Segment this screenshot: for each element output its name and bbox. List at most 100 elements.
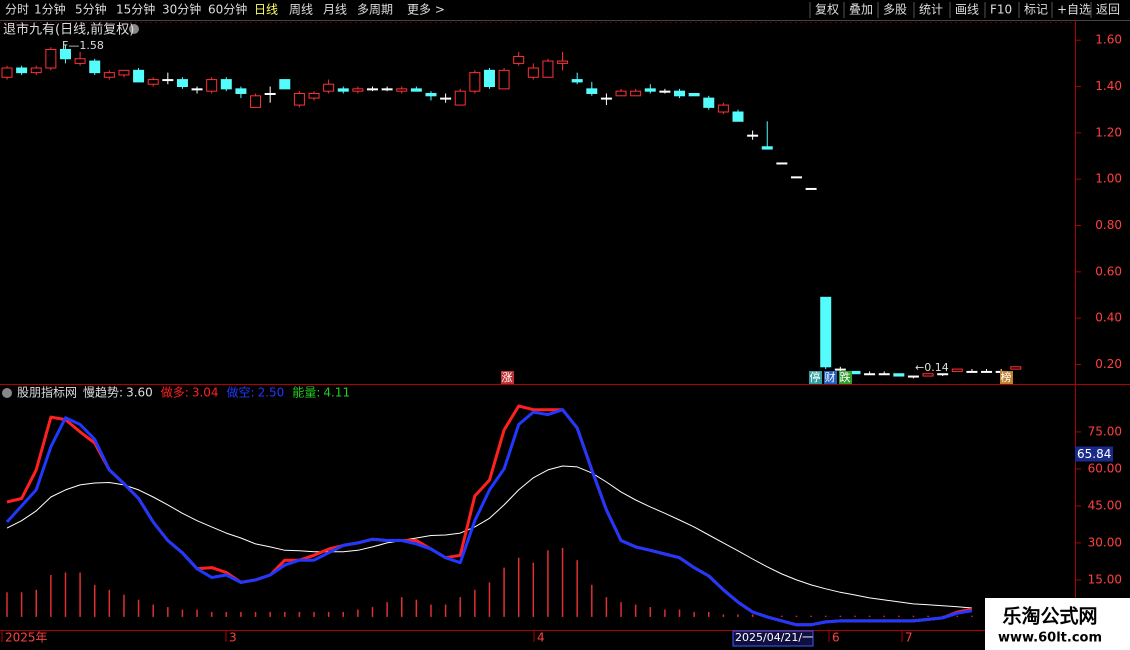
toolbar-button[interactable]: 1分钟: [34, 2, 66, 17]
candle-body: [600, 97, 612, 100]
candle-body: [761, 146, 773, 150]
event-marker[interactable]: 跌: [840, 370, 851, 384]
x-tick-label: 3: [229, 631, 237, 645]
y-tick-label: 0.40: [1095, 311, 1122, 325]
watermark-url: www.60lt.com: [998, 631, 1102, 646]
toolbar-button[interactable]: 多股: [883, 3, 907, 17]
candle-body: [937, 373, 949, 376]
candle-body: [352, 88, 364, 92]
candle-body: [250, 95, 262, 108]
candle-body: [615, 90, 627, 97]
y-tick-label: 45.00: [1088, 498, 1122, 512]
event-marker[interactable]: 停: [810, 370, 821, 384]
candle-body: [586, 88, 598, 94]
candle-body: [717, 104, 729, 113]
toolbar-button[interactable]: 月线: [323, 3, 347, 17]
candle-body: [30, 67, 42, 74]
candle-body: [133, 69, 145, 83]
x-tick-label: 2025年: [5, 631, 48, 645]
menu-icon[interactable]: [2, 388, 12, 398]
candle-body: [206, 79, 218, 92]
candle-body: [688, 92, 700, 97]
toolbar-button[interactable]: 日线: [254, 3, 278, 17]
toolbar-button[interactable]: 画线: [955, 3, 979, 17]
candle-body: [659, 90, 671, 93]
candle-body: [308, 92, 320, 99]
indicator-line: [5, 408, 973, 627]
candle-body: [89, 60, 101, 74]
candle-body: [951, 368, 963, 372]
legend-text: 慢趋势:: [83, 386, 123, 400]
toolbar-button[interactable]: 多周期: [357, 3, 393, 17]
legend-text: 3.04: [192, 386, 219, 400]
candle-body: [176, 79, 188, 88]
y-tick-label: 1.40: [1095, 79, 1122, 93]
candle-body: [147, 79, 159, 85]
toolbar-button[interactable]: 复权: [815, 3, 839, 17]
event-marker[interactable]: 涨: [502, 371, 513, 384]
toolbar-button[interactable]: 30分钟: [162, 2, 201, 17]
candle-body: [966, 370, 978, 373]
candle-body: [805, 187, 817, 190]
event-marker[interactable]: 财: [825, 370, 836, 384]
toolbar-button[interactable]: F10: [990, 3, 1012, 17]
candle-body: [74, 58, 86, 64]
menu-icon[interactable]: [129, 24, 139, 34]
candle-body: [279, 79, 291, 90]
y-tick-label: 60.00: [1088, 461, 1122, 475]
toolbar-button[interactable]: 周线: [289, 3, 313, 17]
event-marker[interactable]: 榜: [1001, 370, 1012, 384]
candle-body: [644, 88, 656, 92]
event-marker-bg: [809, 371, 822, 384]
toolbar-button[interactable]: 分时: [5, 3, 29, 17]
event-marker-bg: [824, 371, 837, 384]
candle-body: [367, 88, 378, 91]
indicator-line: [6, 465, 972, 609]
y-tick-label: 1.20: [1095, 125, 1122, 139]
x-tick-label: 7: [905, 631, 913, 645]
candle-body: [747, 134, 759, 137]
toolbar-button[interactable]: 15分钟: [116, 2, 155, 17]
candle-body: [191, 88, 203, 91]
current-value: 65.84: [1077, 447, 1111, 461]
candle-body: [571, 79, 583, 83]
y-tick-label: 15.00: [1088, 572, 1122, 586]
candle-body: [162, 79, 174, 82]
candle-body: [542, 60, 554, 78]
legend-text: 股朋指标网: [17, 385, 77, 400]
toolbar-button[interactable]: 统计: [919, 3, 943, 17]
candle-body: [790, 176, 802, 179]
toolbar-button[interactable]: 更多 >: [407, 3, 445, 17]
y-tick-label: 0.80: [1095, 218, 1122, 232]
toolbar-button[interactable]: 标记: [1024, 3, 1048, 17]
candle-body: [293, 92, 305, 106]
toolbar-button[interactable]: 叠加: [849, 3, 873, 17]
candle-body: [527, 67, 539, 78]
x-tick-label: 4: [537, 631, 545, 645]
toolbar-button[interactable]: 5分钟: [75, 2, 107, 17]
candle-body: [834, 368, 846, 371]
candle-body: [440, 97, 452, 100]
event-marker-bg: [501, 371, 514, 384]
toolbar-button[interactable]: 60分钟: [208, 2, 247, 17]
candle-body: [381, 88, 393, 91]
current-value-box: [1075, 446, 1113, 462]
candle-body: [454, 90, 466, 106]
y-tick-label: 75.00: [1088, 424, 1122, 438]
event-marker-bg: [839, 371, 852, 384]
toolbar-button[interactable]: 返回: [1096, 3, 1120, 17]
candle-body: [878, 373, 890, 376]
watermark-title: 乐淘公式网: [1002, 605, 1097, 628]
candle-body: [410, 88, 422, 92]
y-tick-label: 30.00: [1088, 535, 1122, 549]
candle-body: [45, 48, 57, 69]
event-marker-bg: [1000, 371, 1013, 384]
candle-body: [703, 97, 715, 108]
candle-body: [469, 72, 481, 92]
candle-body: [630, 90, 642, 97]
candle-body: [674, 90, 686, 97]
candle-body: [425, 92, 437, 97]
toolbar-button[interactable]: +自选: [1057, 3, 1091, 17]
